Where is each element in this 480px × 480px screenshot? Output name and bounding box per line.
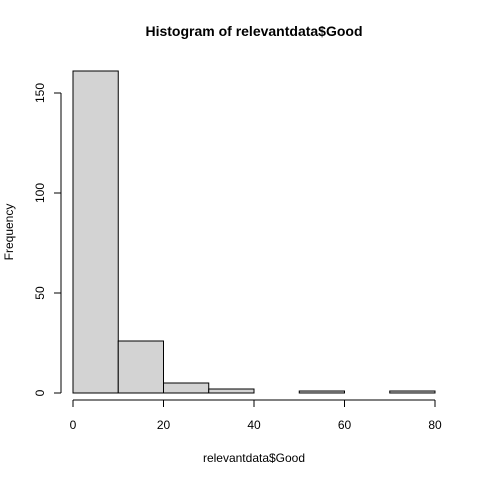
x-axis: 0 20 40 60 80 [70, 399, 442, 432]
y-tick-label: 50 [33, 286, 47, 300]
y-tick-label: 0 [33, 389, 47, 396]
y-axis: 0 50 100 150 [33, 83, 62, 396]
x-tick-label: 40 [247, 418, 261, 432]
histogram-bar-0-10 [72, 70, 119, 394]
y-tick-label: 100 [33, 183, 47, 203]
histogram-bars [72, 70, 436, 394]
histogram-bar-30-40 [208, 388, 255, 394]
y-axis-label: Frequency [2, 204, 16, 261]
x-axis-ticks: 0 20 40 60 80 [70, 400, 442, 432]
x-tick-label: 60 [338, 418, 352, 432]
x-tick-label: 20 [157, 418, 171, 432]
x-tick-label: 0 [70, 418, 77, 432]
histogram-bar-10-20 [117, 340, 164, 394]
histogram-bar-70-80 [389, 390, 436, 394]
x-axis-label: relevantdata$Good [203, 451, 305, 465]
chart-title: Histogram of relevantdata$Good [145, 23, 362, 39]
histogram-bar-20-30 [163, 382, 210, 394]
y-axis-ticks: 0 50 100 150 [33, 83, 61, 396]
histogram-bar-50-60 [298, 390, 345, 394]
y-tick-label: 150 [33, 83, 47, 103]
x-tick-label: 80 [428, 418, 442, 432]
